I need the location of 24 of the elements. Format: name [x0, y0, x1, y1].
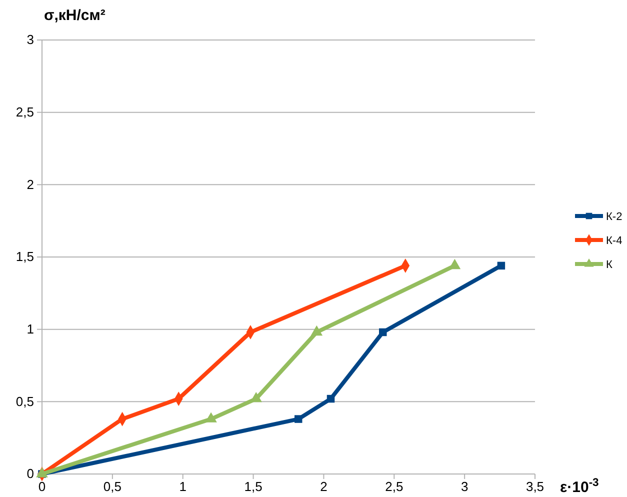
x-tick-label: 2 [320, 479, 328, 494]
point [497, 262, 506, 270]
point [379, 328, 387, 336]
x-tick-label: 1,5 [244, 479, 262, 494]
legend-label: К-2 [606, 211, 622, 223]
y-tick-label: 2 [26, 176, 34, 192]
x-tick-label: 0 [38, 479, 46, 494]
x-tick-label: 1 [179, 479, 186, 494]
x-tick-label: 0,5 [103, 479, 122, 494]
point [294, 415, 302, 423]
x-axis-title: ε·10$^{-3}$ [560, 477, 599, 496]
y-tick-label: 2,5 [16, 104, 34, 120]
point [326, 394, 335, 403]
x-tick-label: 3 [460, 479, 468, 494]
y-tick-label: 0,5 [16, 394, 34, 409]
x-tick-label: 2,5 [385, 479, 404, 494]
y-tick-label: 1 [26, 321, 34, 336]
y-tick-label: 0 [26, 466, 34, 482]
y-tick-label: 1,5 [16, 249, 34, 264]
legend-label: К-4 [606, 235, 622, 247]
x-tick-label: 3,5 [526, 479, 544, 494]
y-tick-label: 3 [26, 32, 34, 48]
legend-label: К [606, 259, 613, 271]
y-axis-title: σ,кН/см² [44, 7, 106, 24]
